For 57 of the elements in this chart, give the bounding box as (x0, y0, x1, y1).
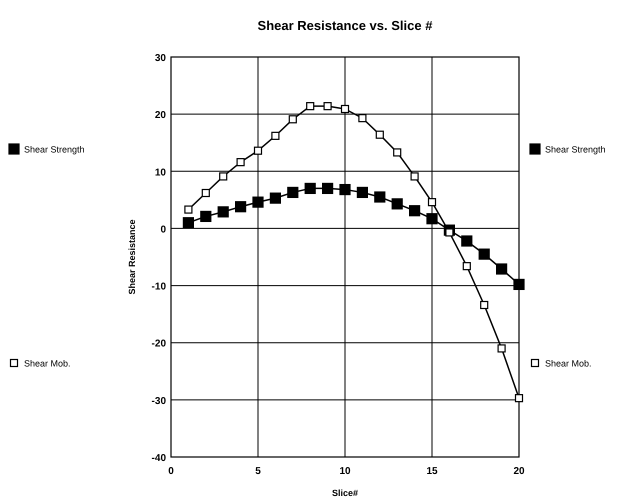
point (480, 300, 488, 310)
point (392, 198, 403, 210)
point (202, 188, 210, 198)
point (339, 184, 351, 196)
point (219, 172, 228, 181)
legend-label: Shear Strength (545, 144, 606, 154)
y-tick-label: -20 (152, 338, 166, 350)
point (376, 130, 384, 139)
x-tick-label: 15 (426, 466, 438, 477)
point (462, 262, 471, 270)
point (182, 217, 194, 228)
point (478, 248, 490, 260)
point (288, 115, 297, 124)
x-tick-label: 5 (255, 466, 262, 477)
point (287, 186, 298, 198)
point (200, 210, 212, 222)
point (340, 104, 350, 114)
x-tick-label: 10 (339, 466, 351, 477)
point (184, 205, 192, 214)
point (270, 192, 281, 204)
point (271, 132, 280, 140)
y-tick-label: 30 (154, 53, 166, 64)
point (496, 263, 508, 275)
point (514, 394, 524, 402)
point (410, 172, 419, 181)
point (409, 205, 420, 216)
point (235, 201, 246, 212)
point (304, 182, 316, 194)
point (426, 213, 438, 224)
point (393, 148, 402, 157)
point (324, 102, 332, 110)
chart-title: Shear Resistance vs. Slice # (258, 18, 434, 33)
y-tick-label: -30 (152, 396, 166, 407)
point (461, 235, 472, 247)
point (356, 186, 368, 198)
x-tick-label: 0 (168, 466, 174, 477)
duplicate-legend: Shear Strength Shear Mob. (8, 143, 85, 368)
point (322, 182, 334, 194)
point (218, 206, 229, 218)
y-tick-label: -10 (152, 282, 166, 293)
legend-label: Shear Mob. (545, 358, 592, 368)
y-tick-label: 10 (154, 167, 166, 178)
point (374, 191, 386, 203)
point (513, 278, 525, 290)
point (254, 146, 262, 155)
x-tick-label: 20 (513, 466, 525, 477)
y-axis-title: Shear Resistance (127, 219, 137, 295)
point (236, 158, 245, 166)
y-tick-label: 20 (154, 110, 166, 122)
point (498, 344, 506, 353)
point (252, 196, 264, 208)
x-axis-title: Slice# (332, 488, 358, 498)
point (358, 114, 366, 122)
point (306, 102, 314, 110)
y-tick-label: -40 (152, 453, 166, 464)
point (428, 198, 436, 206)
y-tick-label: 0 (160, 224, 166, 236)
